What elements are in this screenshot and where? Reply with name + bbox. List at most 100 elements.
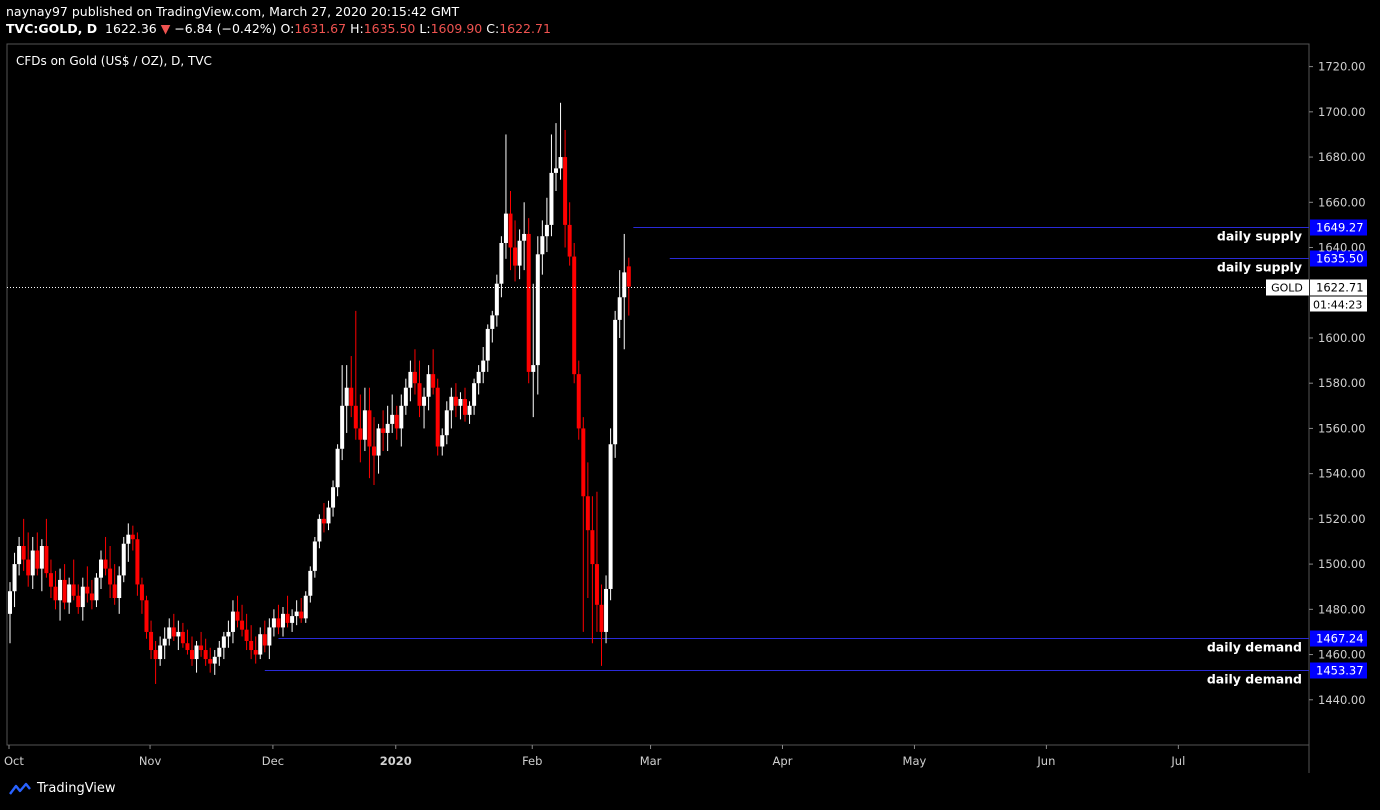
candle-down — [526, 218, 531, 384]
candle-body — [513, 247, 518, 266]
candle-up — [312, 536, 317, 578]
candle-body — [563, 157, 568, 225]
candle-body — [144, 600, 149, 632]
candle-down — [381, 410, 386, 452]
candle-up — [554, 123, 558, 191]
candle-up — [212, 650, 217, 675]
candle-down — [358, 394, 363, 463]
candle-body — [444, 410, 449, 436]
time-axis[interactable]: Oct Nov Dec 2020 Feb Mar Apr May Jun Jul — [4, 745, 1185, 768]
candle-up — [58, 568, 63, 621]
candle-body — [554, 168, 558, 173]
candle-up — [117, 566, 122, 614]
level-badge-text: 1467.24 — [1316, 632, 1364, 646]
level-badge — [1310, 630, 1367, 647]
candle-body — [531, 365, 536, 372]
candle-body — [212, 656, 217, 664]
x-tick-label: Apr — [773, 754, 793, 768]
level-badge — [1310, 250, 1367, 267]
candle-up — [158, 636, 163, 666]
candle-body — [226, 631, 231, 637]
candle-body — [249, 640, 254, 651]
candle-body — [244, 629, 249, 641]
candle-body — [613, 319, 618, 445]
candle-body — [340, 405, 345, 449]
candle-down — [353, 310, 358, 440]
candle-up — [540, 220, 545, 275]
candle-body — [503, 213, 508, 243]
candle-down — [203, 638, 208, 666]
candle-body — [481, 360, 486, 372]
candle-body — [526, 233, 531, 372]
candle-up — [535, 236, 540, 395]
candle-body — [449, 396, 454, 411]
candle-up — [8, 582, 12, 644]
candle-down — [149, 620, 154, 660]
candle-down — [435, 378, 440, 456]
candle-down — [367, 387, 372, 479]
candle-body — [99, 559, 103, 578]
candle-up — [30, 536, 35, 589]
level-badge — [1310, 219, 1367, 236]
candle-body — [403, 387, 408, 406]
footer-brand[interactable]: TradingView — [8, 781, 116, 796]
candle-down — [48, 559, 53, 599]
candle-body — [139, 584, 144, 601]
candle-up — [503, 134, 508, 259]
candle-body — [276, 618, 281, 628]
candle-body — [494, 283, 499, 316]
candle-body — [35, 550, 40, 569]
candle-body — [608, 444, 613, 589]
candle-body — [112, 584, 117, 599]
candle-body — [517, 240, 522, 266]
candle-up — [221, 631, 226, 660]
y-tick-label: 1540.00 — [1318, 467, 1366, 481]
candle-down — [590, 496, 595, 644]
candle-body — [408, 371, 413, 388]
candle-body — [12, 564, 17, 592]
close-value: 1622.71 — [499, 21, 551, 36]
candle-up — [67, 577, 72, 614]
candle-body — [262, 634, 267, 646]
candle-up — [390, 394, 395, 433]
candle-body — [149, 631, 154, 651]
candle-up — [80, 577, 85, 621]
y-tick-label: 1700.00 — [1318, 105, 1366, 119]
price-axis[interactable]: 1720.00 1700.00 1680.00 1660.00 1640.00 1600.… — [1309, 60, 1366, 707]
candle-down — [394, 405, 399, 440]
candle-body — [17, 546, 22, 565]
candle-down — [244, 613, 249, 651]
y-tick-label: 1480.00 — [1318, 602, 1366, 616]
candle-body — [80, 586, 85, 608]
x-tick-label: May — [903, 754, 927, 768]
candle-body — [294, 611, 299, 617]
high-value: 1635.50 — [363, 21, 416, 36]
candle-up — [176, 620, 181, 651]
candle-down — [431, 349, 436, 395]
countdown-text: 01:44:23 — [1313, 299, 1362, 312]
candle-body — [158, 645, 163, 660]
candle-body — [208, 659, 213, 664]
candle-up — [440, 428, 445, 456]
candle-body — [167, 627, 172, 639]
x-tick-label: Nov — [139, 754, 162, 768]
x-tick-label: Mar — [640, 754, 662, 768]
candle-body — [499, 242, 504, 284]
candle-body — [303, 595, 308, 619]
candle-down — [199, 631, 204, 657]
candle-up — [613, 310, 618, 458]
candle-body — [622, 272, 627, 298]
y-tick-label: 1660.00 — [1318, 195, 1366, 209]
symbol-badge — [1266, 279, 1309, 296]
candle-down — [567, 202, 572, 266]
candle-body — [572, 256, 577, 375]
candle-body — [162, 638, 167, 646]
publisher-line: naynay97 published on TradingView.com, M… — [6, 4, 460, 19]
x-tick-label: Jul — [1170, 754, 1185, 768]
candle-down — [71, 559, 76, 601]
candle-body — [617, 297, 622, 320]
candle-body — [326, 507, 331, 524]
level-lines: 1649.27 daily supply 1635.50 daily supply 14… — [264, 219, 1367, 687]
candle-body — [121, 543, 126, 576]
